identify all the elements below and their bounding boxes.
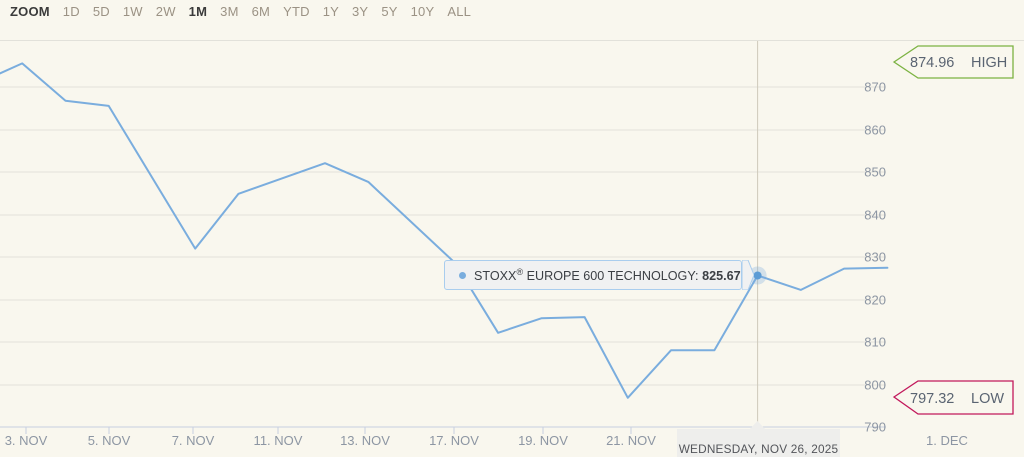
svg-text:797.32: 797.32 <box>910 391 954 407</box>
svg-text:HIGH: HIGH <box>971 55 1007 71</box>
svg-text:874.96: 874.96 <box>910 55 954 71</box>
svg-text:LOW: LOW <box>971 391 1004 407</box>
